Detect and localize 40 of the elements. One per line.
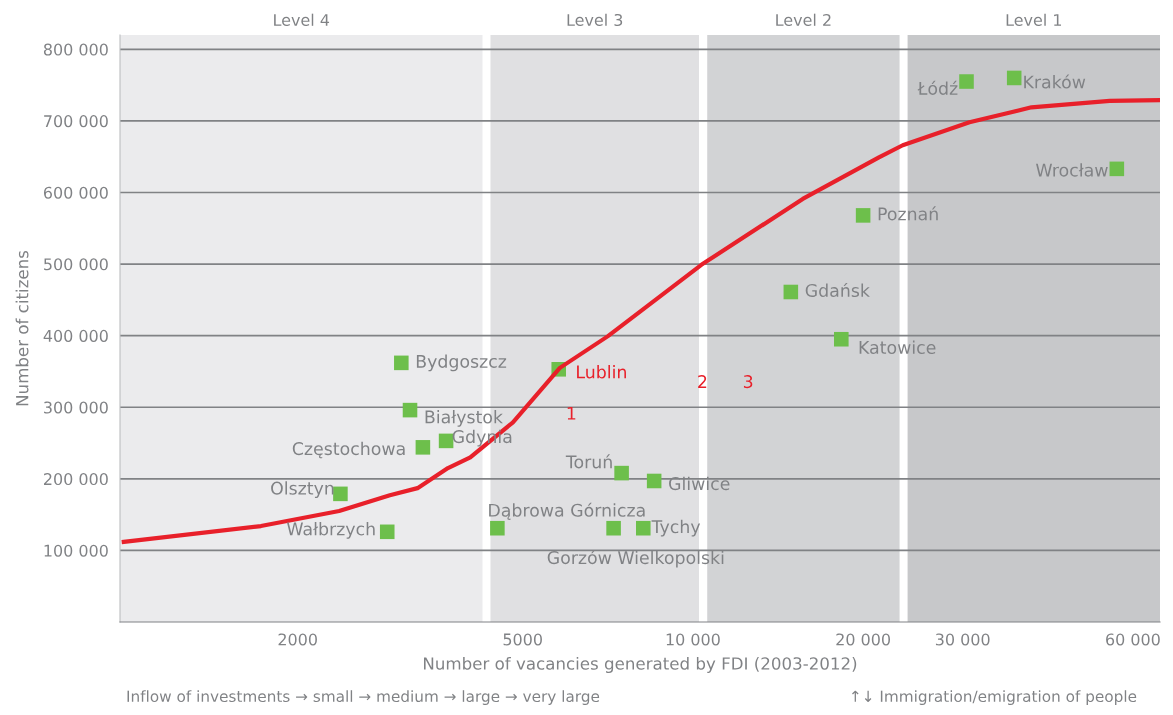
- y-tick-label: 300 000: [44, 401, 108, 414]
- y-tick-label: 700 000: [44, 115, 108, 128]
- y-tick-label: 200 000: [44, 473, 108, 486]
- x-axis-title: Number of vacancies generated by FDI (2003-2012): [424, 656, 857, 674]
- x-tick-label: 60 000: [1106, 633, 1160, 646]
- y-tick-label: 100 000: [44, 544, 108, 557]
- x-tick-label: 5000: [503, 633, 542, 646]
- annotation: Poznań: [878, 206, 938, 221]
- x-tick-label: 20 000: [836, 633, 891, 646]
- text: Inflow of investments → small → medium → large → very large: [127, 690, 600, 705]
- x-tick-label: 30 000: [935, 633, 990, 646]
- y-tick-label: 500 000: [44, 258, 108, 271]
- annotation: Gorzów Wielkopolski: [547, 550, 724, 568]
- text: ↑↓ Immigration/emigration of people: [852, 690, 1137, 705]
- y-tick-label: 800 000: [43, 43, 108, 56]
- annotation: Białystok: [425, 410, 503, 427]
- band-label: Level 3: [567, 13, 623, 27]
- annotation: 2: [698, 375, 707, 388]
- y-tick-label: 400 000: [43, 329, 108, 342]
- annotation: Tychy: [651, 519, 701, 537]
- annotation: Bydgoszcz: [416, 354, 507, 372]
- annotation: Częstochowa: [292, 441, 405, 459]
- annotation: Kraków: [1024, 74, 1086, 89]
- x-tick-label: 2000: [278, 633, 317, 646]
- annotation: Katowice: [859, 340, 936, 354]
- band-label: Level 4: [274, 13, 330, 27]
- annotation: 1: [567, 406, 576, 420]
- annotation: 3: [743, 375, 753, 389]
- y-tick-label: 600 000: [43, 186, 108, 199]
- annotation: Łódź: [917, 80, 958, 95]
- annotation: Dąbrowa Górnicza: [489, 502, 645, 520]
- y-axis-title: Number of citizens: [15, 250, 29, 406]
- annotation: Lublin: [577, 365, 626, 379]
- band-label: Level 1: [1006, 13, 1062, 27]
- annotation: Wrocław: [1036, 163, 1108, 177]
- band-label: Level 2: [776, 13, 831, 27]
- annotation: Wałbrzych: [286, 522, 375, 539]
- annotation: Toruń: [565, 454, 612, 469]
- x-tick-label: 10 000: [666, 633, 720, 646]
- annotation: Gdańsk: [805, 282, 870, 298]
